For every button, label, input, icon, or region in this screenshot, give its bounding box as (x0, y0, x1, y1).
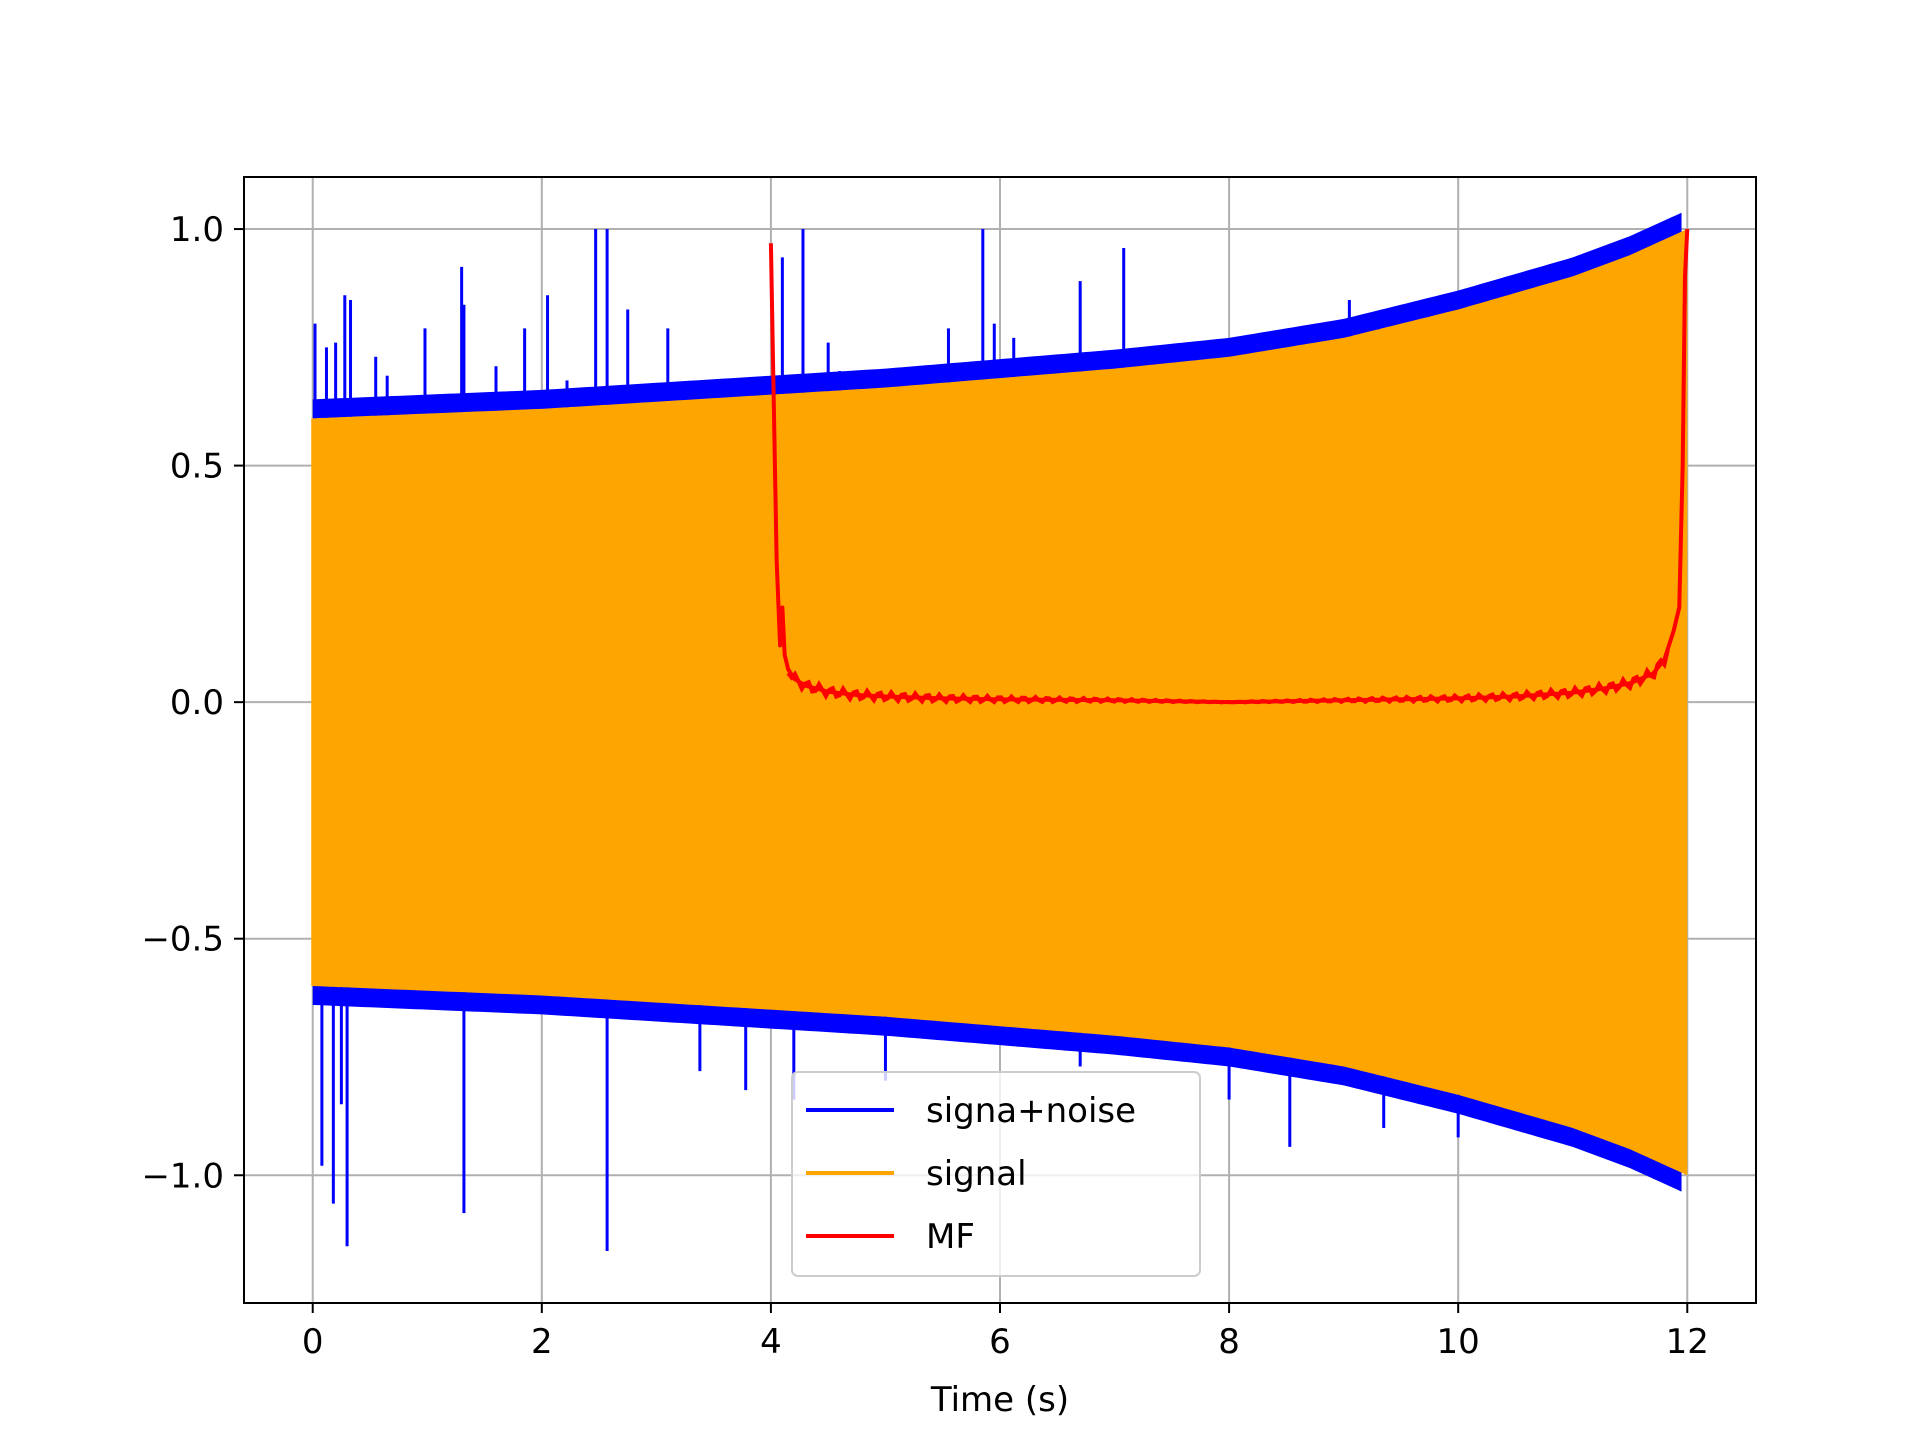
series-mf (768, 228, 1690, 705)
mf-ripple (786, 649, 1670, 705)
plot-area (243, 176, 1757, 1304)
legend-label: MF (926, 1217, 975, 1257)
x-tick-label: 10 (1437, 1322, 1480, 1362)
signal-envelope (312, 229, 1688, 1176)
y-tick-label: −1.0 (141, 1156, 224, 1196)
x-axis-ticks: 0 2 4 6 8 10 12 (302, 1303, 1709, 1362)
x-tick-label: 6 (989, 1322, 1011, 1362)
series-signal (311, 212, 1688, 1192)
x-tick-label: 0 (302, 1322, 324, 1362)
x-tick-label: 4 (760, 1322, 782, 1362)
x-axis-label: Time (s) (930, 1380, 1069, 1420)
x-tick-label: 12 (1666, 1322, 1709, 1362)
y-tick-label: 0.0 (170, 683, 224, 723)
y-tick-label: −0.5 (141, 920, 224, 960)
y-tick-label: 0.5 (170, 447, 224, 487)
y-axis-ticks: −1.0 −0.5 0.0 0.5 1.0 (141, 210, 244, 1196)
legend-label: signa+noise (926, 1091, 1136, 1131)
legend: signa+noise signal MF (791, 1071, 1201, 1277)
legend-label: signal (926, 1154, 1027, 1194)
x-tick-label: 8 (1218, 1322, 1240, 1362)
x-tick-label: 2 (531, 1322, 553, 1362)
y-tick-label: 1.0 (170, 210, 224, 250)
legend-box (791, 1071, 1201, 1277)
series-signal-noise (313, 229, 1460, 1251)
